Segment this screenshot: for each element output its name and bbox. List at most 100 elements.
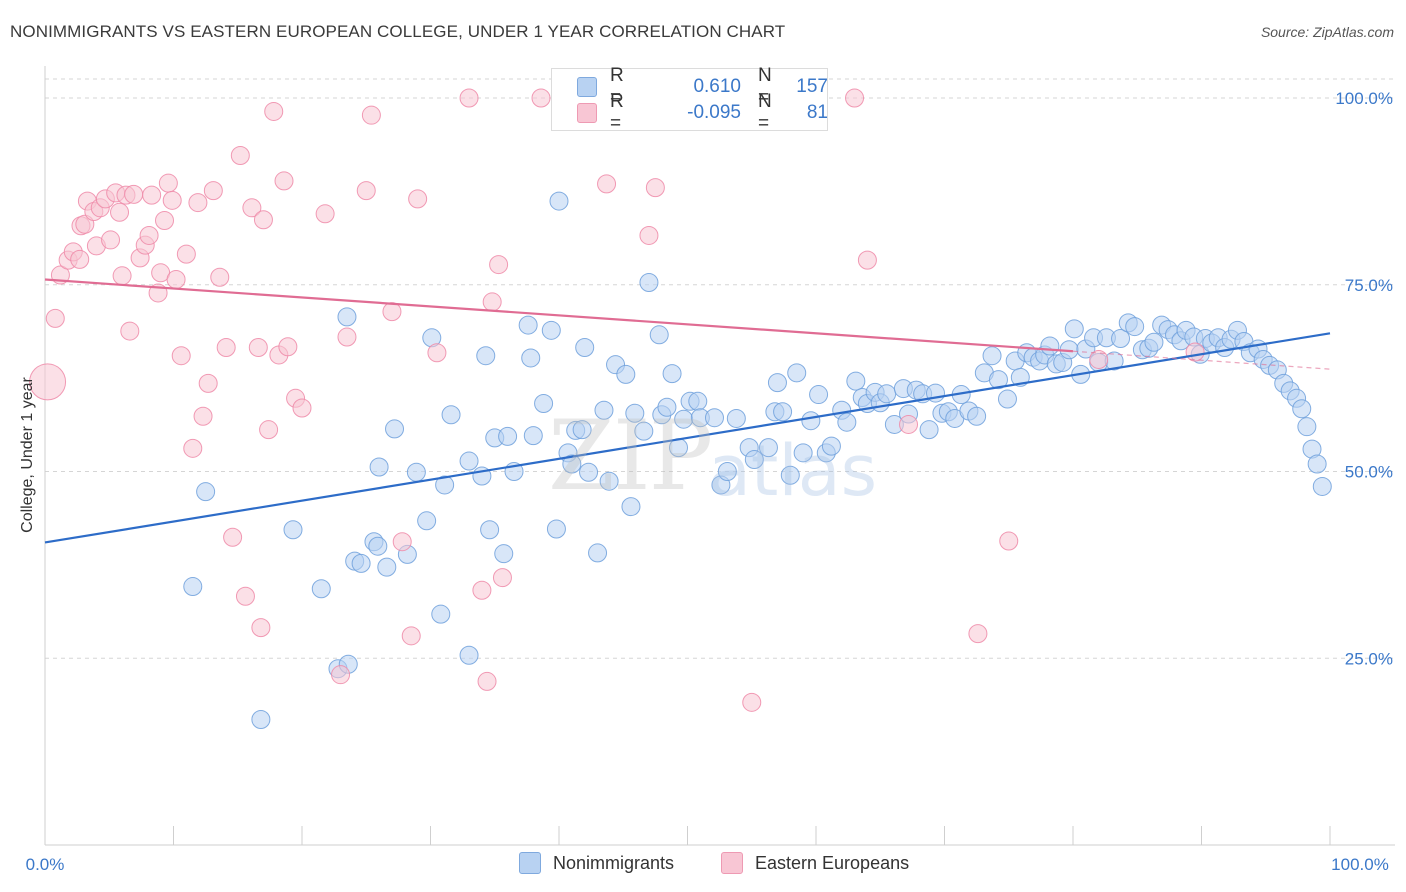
data-point — [498, 426, 518, 446]
watermark-zip: ZIP — [548, 400, 713, 512]
data-point — [988, 370, 1008, 390]
axes — [44, 66, 1395, 846]
data-point — [1292, 399, 1312, 419]
data-point — [857, 250, 877, 270]
data-point — [597, 174, 617, 194]
data-point — [1144, 332, 1164, 352]
data-point — [361, 105, 381, 125]
data-point — [112, 266, 132, 286]
data-point — [459, 451, 479, 471]
data-point — [139, 225, 159, 245]
legend-item-nonimmigrants[interactable]: Nonimmigrants — [519, 852, 674, 874]
data-point — [773, 402, 793, 422]
trend-line-extension — [1072, 350, 1331, 370]
data-point — [253, 210, 273, 230]
data-point — [899, 414, 919, 434]
data-point — [337, 307, 357, 327]
data-point — [982, 346, 1002, 366]
data-point — [523, 426, 543, 446]
n-label: N = — [758, 91, 772, 134]
data-point — [780, 465, 800, 485]
legend-swatch-blue — [577, 77, 597, 97]
data-point — [639, 225, 659, 245]
data-point — [845, 88, 865, 108]
data-point — [616, 364, 636, 384]
data-point — [427, 343, 447, 363]
data-point — [401, 626, 421, 646]
data-point — [216, 337, 236, 357]
data-point — [588, 543, 608, 563]
data-point — [531, 88, 551, 108]
data-point — [1297, 417, 1317, 437]
data-point — [625, 403, 645, 423]
data-point — [1064, 319, 1084, 339]
data-point — [489, 255, 509, 275]
legend-swatch-pink — [577, 103, 597, 123]
data-point — [494, 544, 514, 564]
data-point — [999, 531, 1019, 551]
data-point — [846, 371, 866, 391]
trend-lines — [44, 278, 1331, 544]
data-point — [704, 408, 724, 428]
legend-label: Eastern Europeans — [755, 852, 910, 873]
data-point — [251, 710, 271, 730]
data-point — [356, 181, 376, 201]
n-value: 81 — [806, 102, 828, 123]
data-point — [546, 519, 566, 539]
r-label: R = — [610, 65, 624, 108]
legend-swatch-pink — [721, 852, 743, 874]
y-axis-label: College, Under 1 year — [19, 377, 36, 533]
data-point — [408, 189, 428, 209]
n-label: N = — [758, 65, 772, 108]
data-point — [758, 438, 778, 458]
data-point — [331, 665, 351, 685]
r-value: -0.095 — [687, 102, 741, 123]
data-point — [242, 198, 262, 218]
legend-swatch-blue — [519, 852, 541, 874]
trend-line — [44, 278, 1074, 353]
data-point — [171, 346, 191, 366]
data-point — [385, 419, 405, 439]
data-point — [967, 406, 987, 426]
data-point — [657, 397, 677, 417]
data-point — [549, 191, 569, 211]
x-tick-label: 100.0% — [1331, 855, 1389, 874]
data-point — [162, 190, 182, 210]
data-point — [1312, 476, 1332, 496]
data-point — [223, 527, 243, 547]
data-point — [377, 557, 397, 577]
data-point — [259, 420, 279, 440]
y-tick-label: 50.0% — [1345, 463, 1393, 482]
data-point — [877, 384, 897, 404]
data-point — [767, 373, 787, 393]
data-point — [101, 230, 121, 250]
data-point — [196, 482, 216, 502]
x-tick-label: 0.0% — [26, 855, 65, 874]
series-legend: Nonimmigrants Eastern Europeans — [0, 852, 1406, 876]
chart-title: NONIMMIGRANTS VS EASTERN EUROPEAN COLLEG… — [10, 22, 786, 41]
data-point — [562, 454, 582, 474]
y-tick-label: 25.0% — [1345, 649, 1393, 668]
data-point — [351, 553, 371, 573]
data-point — [166, 270, 186, 290]
data-point — [793, 443, 813, 463]
data-point — [476, 346, 496, 366]
data-point — [662, 364, 682, 384]
data-point — [968, 624, 988, 644]
data-point — [801, 411, 821, 431]
data-point — [1125, 317, 1145, 337]
data-point — [717, 462, 737, 481]
data-point — [203, 181, 223, 201]
data-point — [621, 497, 641, 517]
data-point — [435, 475, 455, 495]
data-point — [283, 520, 303, 540]
legend-item-eastern-europeans[interactable]: Eastern Europeans — [721, 852, 909, 874]
data-point — [183, 438, 203, 458]
r-label: R = — [610, 91, 624, 134]
data-point — [155, 211, 175, 231]
data-point — [1111, 329, 1131, 349]
data-point — [572, 420, 592, 440]
data-point — [392, 532, 412, 552]
data-point — [315, 204, 335, 224]
